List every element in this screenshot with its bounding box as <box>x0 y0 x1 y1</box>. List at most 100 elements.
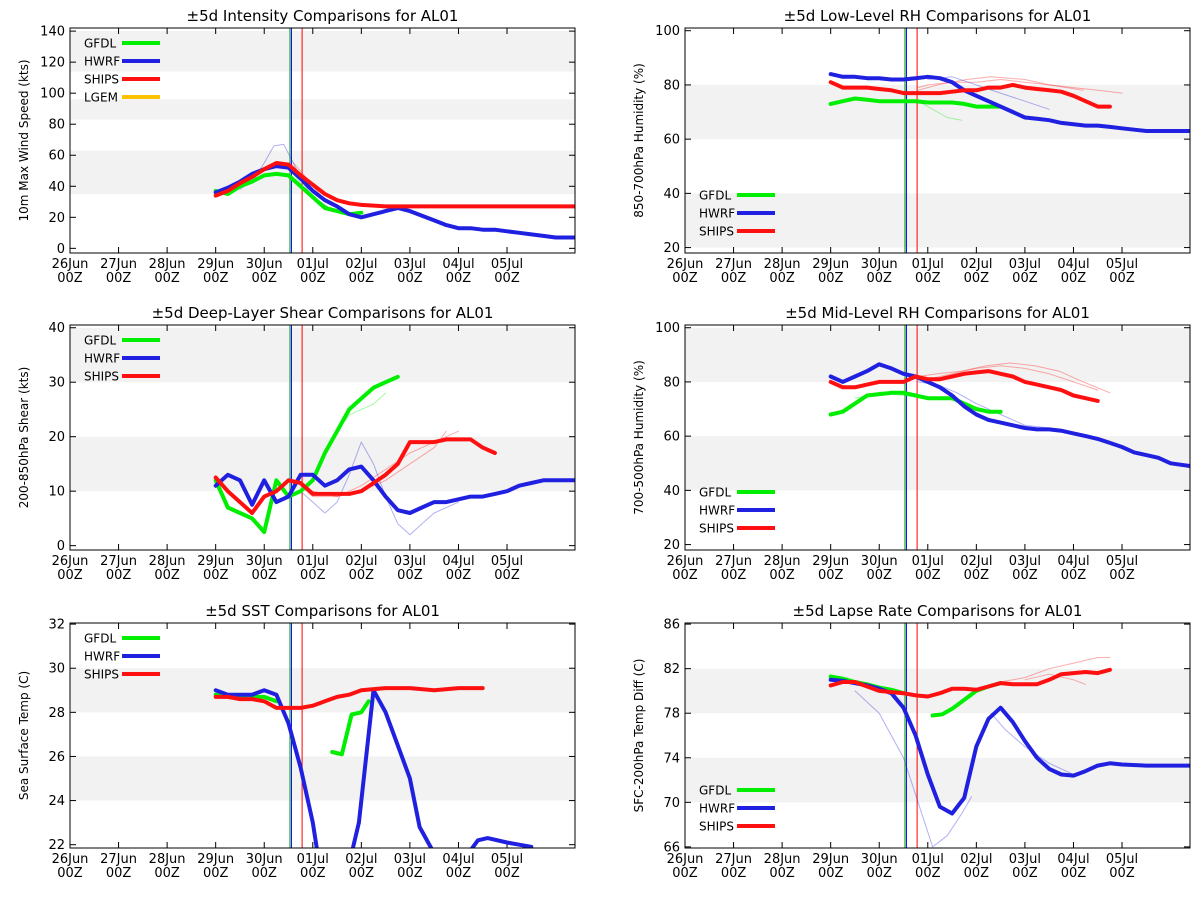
y-tick-label: 40 <box>48 180 65 195</box>
x-tick-label-hour: 00Z <box>300 271 326 286</box>
y-axis-label: 850-700hPa Humidity (%) <box>632 63 646 218</box>
y-tick-label: 0 <box>57 539 65 554</box>
x-tick-label-day: 01Jul <box>912 852 944 867</box>
legend-label-hwrf: HWRF <box>84 650 120 664</box>
x-tick-label-hour: 00Z <box>867 866 893 881</box>
y-tick-label: 70 <box>663 796 680 811</box>
x-tick-label-day: 04Jul <box>442 554 474 569</box>
x-tick-label-day: 05Jul <box>491 257 523 272</box>
x-tick-label-hour: 00Z <box>915 271 941 286</box>
series-line-ships <box>213 686 485 710</box>
x-tick-label-hour: 00Z <box>1109 271 1135 286</box>
shaded-band <box>70 31 575 72</box>
x-tick-label-day: 26Jun <box>667 852 704 867</box>
series-line-ships <box>213 161 575 209</box>
series-line-ships-faint <box>300 430 447 498</box>
series-line-gfdl-faint <box>917 100 963 121</box>
x-tick-label-day: 05Jul <box>491 554 523 569</box>
x-tick-label-day: 29Jun <box>812 554 849 569</box>
panel-3: ±5d Deep-Layer Shear Comparisons for AL0… <box>17 304 576 583</box>
legend-label-gfdl: GFDL <box>699 486 731 500</box>
y-axis-label: 10m Max Wind Speed (kts) <box>17 59 31 221</box>
x-tick-label-hour: 00Z <box>446 866 472 881</box>
x-tick-label-hour: 00Z <box>154 568 180 583</box>
x-tick-label-hour: 00Z <box>818 271 844 286</box>
x-tick-label-day: 28Jun <box>149 852 186 867</box>
x-tick-label-hour: 00Z <box>494 866 520 881</box>
x-tick-label-day: 29Jun <box>812 257 849 272</box>
y-tick-label: 26 <box>48 750 65 765</box>
series-group <box>213 623 534 848</box>
x-tick-label-hour: 00Z <box>672 568 698 583</box>
y-tick-label: 100 <box>40 87 65 102</box>
x-tick-label-hour: 00Z <box>300 866 326 881</box>
x-tick-label-hour: 00Z <box>203 271 229 286</box>
x-tick-label-day: 27Jun <box>100 852 137 867</box>
y-tick-label: 80 <box>663 375 680 390</box>
x-tick-label-hour: 00Z <box>57 866 83 881</box>
chart-title: ±5d Intensity Comparisons for AL01 <box>187 7 459 25</box>
x-tick-label-day: 02Jul <box>345 257 377 272</box>
plot-frame <box>684 324 1191 551</box>
x-tick-label-hour: 00Z <box>397 866 423 881</box>
x-tick-label-day: 03Jul <box>1009 257 1041 272</box>
legend-label-gfdl: GFDL <box>699 784 731 798</box>
y-tick-label: 86 <box>663 618 680 633</box>
x-tick-label-hour: 00Z <box>1109 866 1135 881</box>
series-line-hwrf <box>828 72 1190 133</box>
x-tick-label-day: 02Jul <box>345 554 377 569</box>
x-tick-label-day: 03Jul <box>1009 554 1041 569</box>
y-axis-label: SFC-200hPa Temp Diff (C) <box>632 659 646 813</box>
x-tick-label-day: 01Jul <box>297 257 329 272</box>
y-tick-label: 0 <box>57 242 65 257</box>
y-tick-label: 80 <box>663 78 680 93</box>
x-tick-label-day: 30Jun <box>246 852 283 867</box>
series-line-ships <box>213 437 497 515</box>
x-tick-label-day: 05Jul <box>1106 554 1138 569</box>
shaded-band <box>70 99 575 120</box>
shaded-band <box>685 193 1190 248</box>
x-tick-label-hour: 00Z <box>721 866 747 881</box>
x-tick-label-hour: 00Z <box>769 568 795 583</box>
x-tick-label-day: 02Jul <box>960 257 992 272</box>
series-line-hwrf-faint <box>854 690 972 848</box>
series-line-gfdl-b <box>330 699 371 757</box>
series-line-hwrf <box>213 164 575 240</box>
x-tick-label-hour: 00Z <box>300 568 326 583</box>
chart-title: ±5d SST Comparisons for AL01 <box>205 602 440 620</box>
x-tick-label-hour: 00Z <box>106 271 132 286</box>
y-tick-label: 24 <box>48 794 65 809</box>
y-tick-label: 10 <box>48 485 65 500</box>
x-tick-label-day: 03Jul <box>394 554 426 569</box>
y-tick-label: 66 <box>663 840 680 855</box>
x-tick-label-hour: 00Z <box>1061 866 1087 881</box>
x-tick-label-day: 27Jun <box>100 257 137 272</box>
x-tick-label-day: 29Jun <box>812 852 849 867</box>
y-axis-label: 200-850hPa Shear (kts) <box>17 367 31 509</box>
series-line-hwrf <box>213 688 319 848</box>
series-line-hwrf-faint2 <box>990 712 1074 775</box>
x-tick-label-day: 02Jul <box>345 852 377 867</box>
x-tick-label-day: 02Jul <box>960 852 992 867</box>
series-line-ships-faint2 <box>917 76 1084 91</box>
x-tick-label-hour: 00Z <box>154 271 180 286</box>
series-line-hwrf-c <box>469 836 534 848</box>
x-tick-label-day: 03Jul <box>394 852 426 867</box>
series-line-ships-faint <box>917 362 1111 394</box>
series-group <box>213 325 575 550</box>
x-tick-label-day: 01Jul <box>297 554 329 569</box>
x-tick-label-hour: 00Z <box>915 568 941 583</box>
shaded-band <box>70 150 575 195</box>
x-tick-label-day: 05Jul <box>491 852 523 867</box>
y-tick-label: 40 <box>48 321 65 336</box>
x-tick-label-day: 28Jun <box>764 554 801 569</box>
y-tick-label: 78 <box>663 707 680 722</box>
x-tick-label-hour: 00Z <box>867 568 893 583</box>
y-tick-label: 100 <box>655 321 680 336</box>
y-tick-label: 100 <box>655 24 680 39</box>
x-tick-label-hour: 00Z <box>494 271 520 286</box>
x-tick-label-day: 02Jul <box>960 554 992 569</box>
x-tick-label-day: 04Jul <box>1057 852 1089 867</box>
panel-2: ±5d Low-Level RH Comparisons for AL01 850… <box>632 7 1191 286</box>
x-tick-label-hour: 00Z <box>154 866 180 881</box>
